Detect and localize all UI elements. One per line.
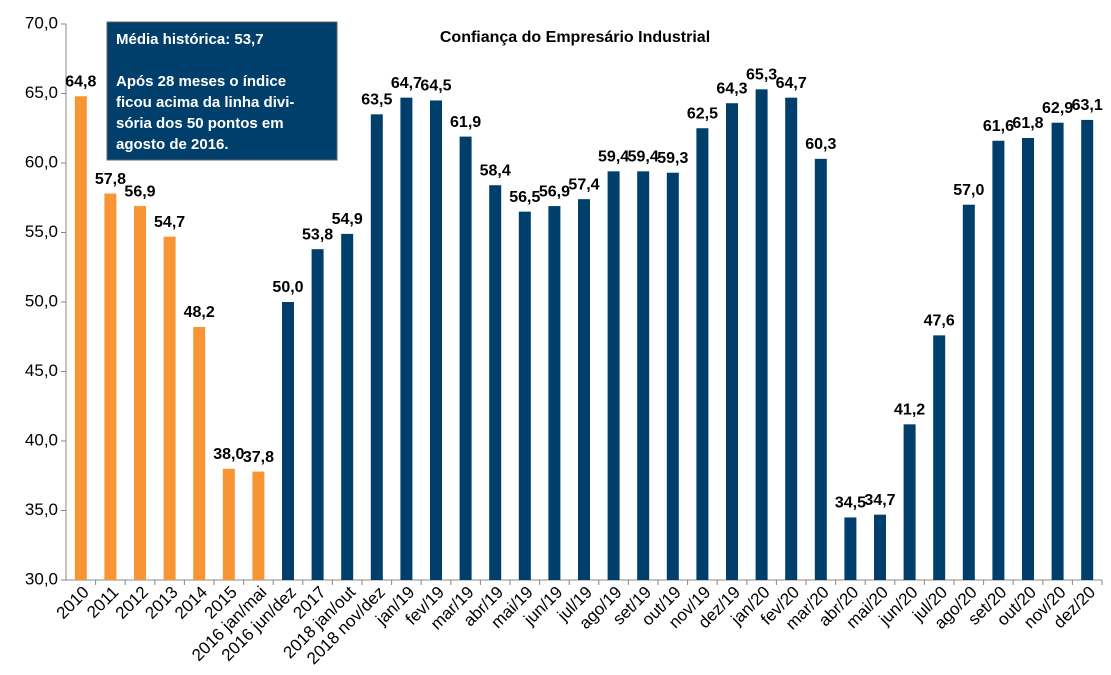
bar — [666, 172, 679, 581]
y-tick-label: 65,0 — [25, 83, 58, 102]
bar — [578, 199, 590, 580]
bar — [459, 136, 472, 580]
bar — [844, 517, 857, 580]
value-label: 54,9 — [332, 211, 363, 228]
annotation-line: Após 28 meses o índice — [116, 73, 286, 90]
value-label: 62,9 — [1042, 100, 1073, 117]
value-label: 64,5 — [420, 78, 451, 95]
annotation-line: Média histórica: 53,7 — [116, 31, 264, 48]
y-tick-label: 30,0 — [25, 569, 58, 588]
value-label: 61,8 — [1012, 115, 1043, 132]
bar — [341, 233, 354, 580]
value-label: 56,5 — [509, 189, 540, 206]
bar — [992, 140, 1005, 580]
y-tick-label: 50,0 — [25, 291, 58, 310]
bar — [1081, 119, 1094, 580]
x-tick-label: 2014 — [171, 583, 211, 623]
value-label: 56,9 — [539, 183, 570, 200]
bar — [1051, 122, 1064, 580]
value-label: 54,7 — [154, 214, 185, 231]
bar — [489, 185, 502, 581]
bar — [785, 97, 798, 581]
bar — [607, 171, 620, 580]
value-label: 61,9 — [450, 114, 481, 131]
bar — [163, 236, 176, 581]
bar — [222, 468, 235, 580]
chart-title: Confiança do Empresário Industrial — [440, 29, 710, 46]
y-tick-label: 60,0 — [25, 152, 58, 171]
y-tick-label: 35,0 — [25, 500, 58, 519]
value-label: 57,0 — [953, 182, 984, 199]
value-label: 47,6 — [924, 313, 955, 330]
value-label: 63,5 — [361, 92, 392, 109]
value-label: 64,3 — [716, 80, 747, 97]
annotation-line: sória dos 50 pontos em — [116, 115, 284, 132]
bar — [311, 249, 324, 580]
value-label: 38,0 — [213, 446, 244, 463]
value-label: 64,7 — [391, 75, 422, 92]
y-tick-label: 55,0 — [25, 222, 58, 241]
value-label: 59,4 — [598, 149, 629, 166]
value-label: 61,6 — [983, 118, 1014, 135]
bar — [755, 89, 768, 580]
annotation-line: ficou acima da linha divi- — [116, 94, 294, 111]
value-label: 50,0 — [272, 279, 303, 296]
value-label: 65,3 — [746, 67, 777, 84]
bar — [548, 206, 561, 580]
bar — [696, 128, 709, 580]
value-label: 57,8 — [95, 171, 126, 188]
value-label: 41,2 — [894, 402, 925, 419]
value-label: 53,8 — [302, 226, 333, 243]
value-label: 37,8 — [243, 449, 274, 466]
value-label: 34,5 — [835, 495, 866, 512]
bar — [933, 335, 946, 580]
annotation-box — [106, 21, 338, 161]
value-label: 64,8 — [65, 73, 96, 90]
y-tick-label: 45,0 — [25, 361, 58, 380]
value-label: 57,4 — [568, 176, 599, 193]
bar — [252, 471, 265, 580]
y-tick-label: 40,0 — [25, 430, 58, 449]
value-label: 64,7 — [776, 75, 807, 92]
x-tick-label: 2010 — [53, 583, 93, 623]
bar — [430, 100, 442, 580]
bar — [282, 302, 294, 580]
bar — [814, 158, 827, 580]
value-label: 60,3 — [805, 136, 836, 153]
bar — [104, 193, 117, 580]
bar — [518, 211, 531, 580]
bar — [962, 204, 975, 580]
bar — [1022, 137, 1034, 581]
value-label: 58,4 — [480, 162, 511, 179]
bar — [903, 424, 916, 580]
value-label: 56,9 — [124, 183, 155, 200]
bar — [370, 114, 383, 580]
bar — [874, 514, 886, 580]
bar — [726, 103, 738, 580]
bar — [134, 206, 146, 580]
bar — [74, 96, 87, 580]
bar — [637, 171, 650, 580]
value-label: 63,1 — [1072, 97, 1103, 114]
bar — [400, 97, 413, 581]
value-label: 48,2 — [184, 304, 215, 321]
value-label: 59,4 — [628, 149, 659, 166]
value-label: 62,5 — [687, 105, 718, 122]
x-tick-label: 2012 — [112, 583, 152, 623]
x-tick-label: 2011 — [83, 583, 122, 622]
annotation-line: agosto de 2016. — [116, 136, 229, 153]
value-label: 34,7 — [864, 492, 895, 509]
y-tick-label: 70,0 — [25, 13, 58, 32]
value-label: 59,3 — [657, 150, 688, 167]
bar — [193, 327, 206, 580]
x-tick-label: 2013 — [141, 583, 181, 623]
